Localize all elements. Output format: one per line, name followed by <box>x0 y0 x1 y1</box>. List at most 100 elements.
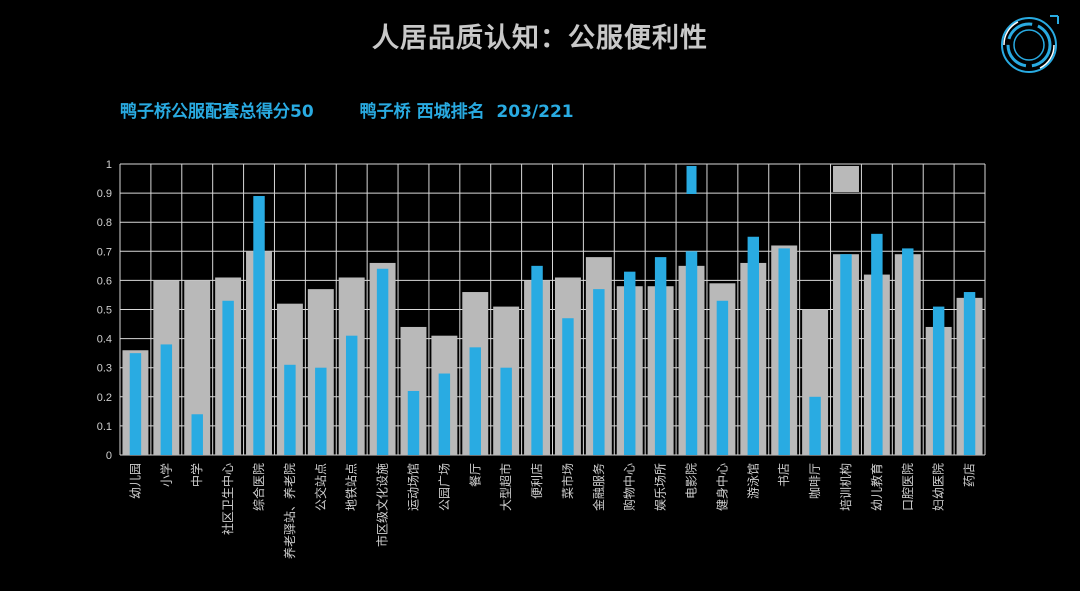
bar-blue <box>932 306 945 455</box>
bar-blue <box>315 367 327 455</box>
district-rank-text: 鸭子桥 西城排名 203/221 <box>359 102 574 122</box>
x-tick-label: 市区级文化设施 <box>375 463 390 547</box>
x-tick: 咖啡厅 <box>807 463 822 499</box>
bar-blue <box>902 248 914 455</box>
x-tick: 金融服务 <box>591 463 606 511</box>
x-tick-label: 购物中心 <box>622 463 637 511</box>
x-tick: 娱乐场所 <box>654 463 668 511</box>
bar-blue <box>778 248 790 455</box>
x-tick: 口腔医院 <box>900 463 915 511</box>
x-tick-label: 社区卫生中心 <box>220 463 235 535</box>
x-tick: 便利店 <box>530 463 544 499</box>
bar-blue <box>531 265 543 455</box>
legend-fragments <box>686 166 859 194</box>
bar-blue <box>654 257 667 455</box>
x-tick: 培训机构 <box>838 463 853 511</box>
x-tick: 运动场馆 <box>405 463 420 511</box>
bar-blue <box>562 318 574 455</box>
x-tick-label: 游泳馆 <box>745 463 760 499</box>
x-tick-label: 培训机构 <box>838 463 853 511</box>
x-tick-label: 健身中心 <box>714 463 729 511</box>
y-tick-label: 0.9 <box>97 188 112 200</box>
x-tick: 大型超市 <box>498 463 513 511</box>
bar-blue <box>716 300 729 455</box>
bar-blue <box>840 254 852 455</box>
y-tick-label: 1 <box>106 159 112 171</box>
legend-swatch-blue <box>686 166 697 194</box>
x-tick-label: 书店 <box>777 463 791 487</box>
y-tick-label: 0.6 <box>97 275 112 287</box>
total-score-text: 鸭子桥公服配套总得分50 <box>120 102 314 122</box>
x-tick: 综合医院 <box>251 463 266 511</box>
x-tick-label: 运动场馆 <box>405 463 420 511</box>
chart-subtitle: 鸭子桥公服配套总得分50 鸭子桥 西城排名 203/221 <box>120 97 620 122</box>
x-tick-label: 中学 <box>189 463 204 487</box>
bar-blue <box>407 390 420 455</box>
x-tick-label: 小学 <box>158 463 173 487</box>
bar-blue <box>191 414 203 455</box>
x-tick: 公交站点 <box>313 463 328 511</box>
legend-swatch-grey <box>832 166 859 192</box>
x-tick-label: 妇幼医院 <box>932 463 946 511</box>
bar-blue <box>438 373 451 455</box>
bar-blue <box>747 236 760 455</box>
x-tick: 菜市场 <box>560 463 575 499</box>
x-tick: 电影院 <box>685 463 699 499</box>
x-tick-label: 菜市场 <box>560 463 575 499</box>
x-tick-label: 公交站点 <box>313 463 328 511</box>
bar-blue <box>376 268 389 455</box>
x-tick-label: 药店 <box>963 463 977 487</box>
x-tick: 幼儿园 <box>128 463 142 499</box>
x-tick-label: 幼儿教育 <box>869 463 884 511</box>
x-tick-label: 地铁站点 <box>345 463 359 511</box>
x-tick-label: 娱乐场所 <box>654 463 668 511</box>
y-axis-ticks: 0 0.1 0.2 0.3 0.4 0.5 0.6 0.7 0.8 0.9 1 <box>97 159 112 462</box>
y-tick-label: 0.5 <box>97 305 112 317</box>
x-tick: 购物中心 <box>622 463 637 511</box>
x-axis-ticks: 幼儿园 小学 中学 社区卫生中心 综合医院 养老驿站、养老院 公交站点 地铁站点 市区级文化设施… <box>128 463 976 559</box>
x-tick-label: 公园广场 <box>437 463 451 511</box>
y-tick-label: 0.2 <box>97 392 112 404</box>
bar-blue <box>871 233 883 455</box>
bar-blue <box>129 353 142 455</box>
bar-blue <box>593 289 605 455</box>
y-tick-label: 0.8 <box>97 217 112 229</box>
x-tick-label: 幼儿园 <box>128 463 142 499</box>
x-tick: 市区级文化设施 <box>375 463 390 547</box>
y-tick-label: 0 <box>106 450 112 462</box>
x-tick: 幼儿教育 <box>869 463 884 511</box>
x-tick-label: 综合医院 <box>251 463 266 511</box>
y-tick-label: 0.4 <box>97 334 112 346</box>
x-tick-label: 便利店 <box>530 463 544 499</box>
x-tick-label: 咖啡厅 <box>807 463 822 499</box>
bar-blue <box>469 347 481 455</box>
bar-blue <box>963 292 976 455</box>
bar-blue <box>284 364 296 455</box>
bar-blue <box>624 271 636 455</box>
x-tick: 社区卫生中心 <box>220 463 235 535</box>
x-tick: 药店 <box>963 463 977 487</box>
x-tick-label: 电影院 <box>685 463 699 499</box>
x-tick: 小学 <box>158 463 173 487</box>
x-tick: 公园广场 <box>437 463 451 511</box>
x-tick: 健身中心 <box>714 463 729 511</box>
x-tick: 游泳馆 <box>745 463 760 499</box>
circular-target-icon <box>1001 15 1059 73</box>
bar-blue <box>345 335 358 455</box>
x-tick: 书店 <box>777 463 791 487</box>
bar-blue <box>685 251 698 455</box>
x-tick-label: 口腔医院 <box>900 463 915 511</box>
x-tick-label: 金融服务 <box>591 463 606 511</box>
x-tick: 餐厅 <box>467 463 482 487</box>
bar-blue <box>253 196 265 455</box>
chart-title: 人居品质认知：公服便利性 <box>372 23 708 54</box>
bar-blue <box>222 300 234 455</box>
x-tick-label: 餐厅 <box>467 463 482 487</box>
y-tick-label: 0.7 <box>97 246 112 258</box>
bars <box>122 196 983 455</box>
x-tick-label: 大型超市 <box>498 463 513 511</box>
x-tick: 中学 <box>189 463 204 487</box>
bar-blue <box>809 396 821 455</box>
x-tick: 妇幼医院 <box>932 463 946 511</box>
